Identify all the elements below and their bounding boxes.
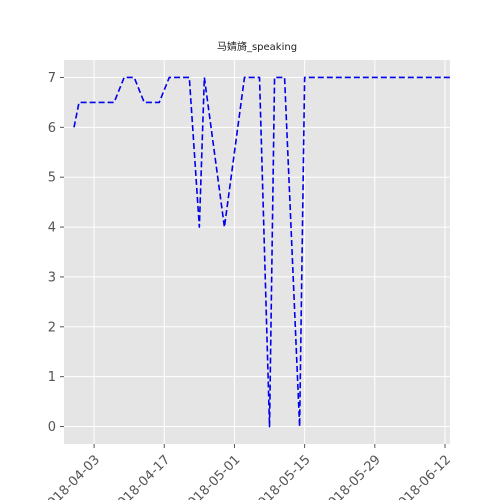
y-tick-label: 3 xyxy=(48,270,56,285)
series-line xyxy=(73,76,450,428)
x-tick-label: 2018-06-12 xyxy=(390,452,454,500)
y-tick-label: 0 xyxy=(48,420,56,435)
y-tick-label: 5 xyxy=(48,171,56,186)
y-tick-label: 7 xyxy=(48,71,56,86)
y-tick-label: 2 xyxy=(48,320,56,335)
x-tick-label: 2018-05-29 xyxy=(320,452,384,500)
y-tick-label: 6 xyxy=(48,121,56,136)
y-tick-label: 1 xyxy=(48,370,56,385)
y-axis: 0 1 2 3 4 5 6 7 xyxy=(48,71,64,435)
series-layer xyxy=(73,76,450,428)
y-tick-label: 4 xyxy=(48,221,56,236)
chart-title: 马婧旖_speaking xyxy=(217,40,297,53)
plot-background xyxy=(64,60,450,444)
x-axis: 2018-04-03 2018-04-17 2018-05-01 2018-05-15… xyxy=(39,444,454,500)
x-tick-label: 2018-04-03 xyxy=(39,452,103,500)
x-tick-label: 2018-04-17 xyxy=(109,452,173,500)
x-tick-label: 2018-05-15 xyxy=(250,452,314,500)
x-tick-label: 2018-05-01 xyxy=(179,452,243,500)
